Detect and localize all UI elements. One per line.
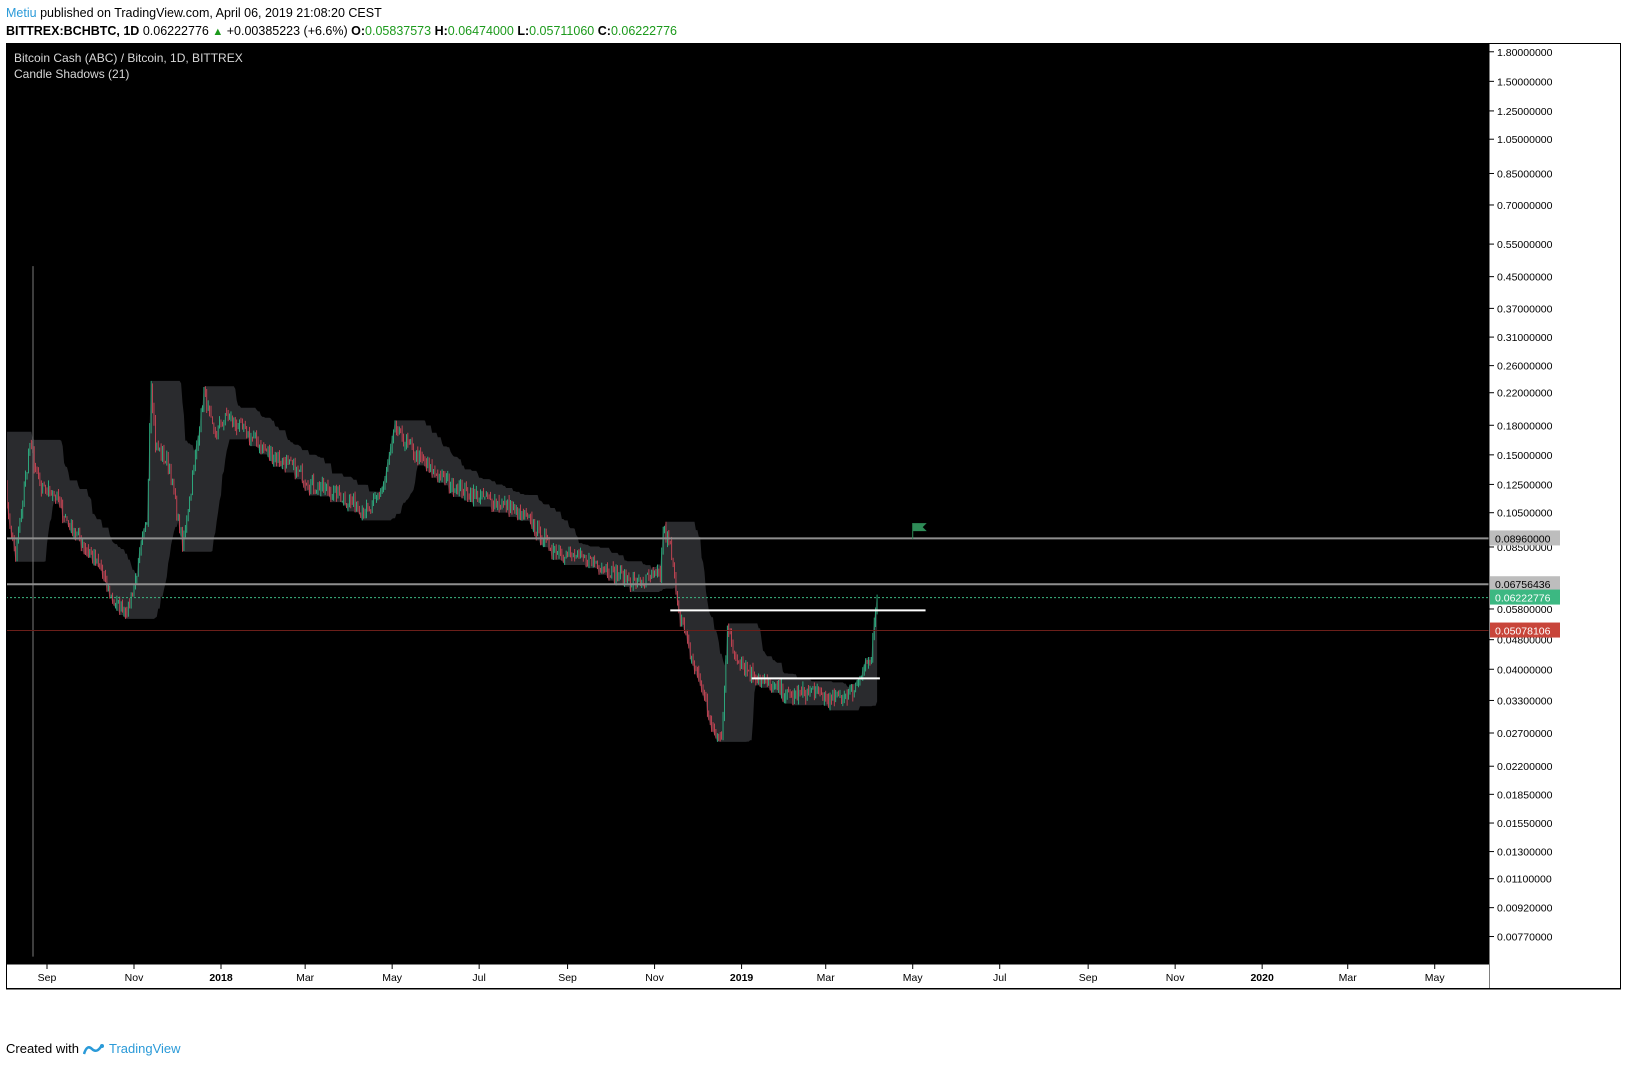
- y-tick-label: 0.02700000: [1497, 728, 1553, 740]
- price-level-label: 0.06756436: [1495, 579, 1551, 591]
- x-tick-label: Sep: [38, 972, 57, 984]
- flag-icon: [912, 523, 927, 532]
- author-link[interactable]: Metiu: [6, 6, 37, 20]
- y-tick-label: 0.03300000: [1497, 695, 1553, 707]
- y-tick-label: 0.10500000: [1497, 508, 1553, 520]
- y-tick-label: 0.04000000: [1497, 664, 1553, 676]
- close-value: 0.06222776: [610, 24, 677, 38]
- high-value: 0.06474000: [447, 24, 514, 38]
- tradingview-link[interactable]: TradingView: [108, 1041, 181, 1056]
- x-tick-label: Nov: [1166, 972, 1185, 984]
- y-tick-label: 0.05800000: [1497, 604, 1553, 616]
- x-tick-label: 2019: [730, 972, 754, 984]
- y-tick-label: 0.12500000: [1497, 479, 1553, 491]
- y-tick-label: 0.00920000: [1497, 903, 1553, 915]
- y-tick-label: 0.45000000: [1497, 272, 1553, 284]
- publish-line: Metiu published on TradingView.com, Apri…: [6, 4, 677, 22]
- y-tick-label: 0.18000000: [1497, 420, 1553, 432]
- y-tick-label: 0.26000000: [1497, 361, 1553, 373]
- price-level-badge: [1490, 589, 1560, 605]
- y-tick-label: 1.25000000: [1497, 106, 1553, 118]
- x-tick-label: Mar: [296, 972, 315, 984]
- published-text: published on TradingView.com, April 06, …: [40, 6, 382, 20]
- close-label: C:: [597, 24, 611, 38]
- up-arrow-icon: ▲: [212, 26, 224, 38]
- y-tick-label: 0.22000000: [1497, 388, 1553, 400]
- symbol-label: BITTREX:BCHBTC, 1D: [6, 24, 140, 38]
- x-tick-label: May: [1425, 972, 1446, 984]
- x-tick-label: Mar: [817, 972, 836, 984]
- footer: Created with TradingView: [6, 1041, 181, 1056]
- y-tick-label: 0.37000000: [1497, 303, 1553, 315]
- y-tick-label: 0.04800000: [1497, 635, 1553, 647]
- y-tick-label: 0.31000000: [1497, 332, 1553, 344]
- last-price: 0.06222776: [142, 24, 209, 38]
- chart-area[interactable]: 1.80000000 1.50000000 1.25000000 1.05000000…: [2, 43, 1621, 1028]
- price-level-badge: [1490, 622, 1560, 638]
- x-tick-label: Jul: [472, 972, 485, 984]
- y-tick-label: 1.80000000: [1497, 47, 1553, 59]
- x-tick-label: May: [382, 972, 403, 984]
- price-level-badge: [1490, 576, 1560, 592]
- low-label: L:: [517, 24, 530, 38]
- y-tick-label: 0.00770000: [1497, 932, 1553, 944]
- symbol-line: BITTREX:BCHBTC, 1D 0.06222776 ▲ +0.00385…: [6, 22, 677, 41]
- price-level-label: 0.06222776: [1495, 593, 1551, 605]
- y-tick-label: 1.50000000: [1497, 76, 1553, 88]
- y-tick-label: 0.01850000: [1497, 789, 1553, 801]
- price-level-label: 0.08960000: [1495, 533, 1551, 545]
- price-change: +0.00385223 (+6.6%): [226, 24, 348, 38]
- y-tick-label: 0.55000000: [1497, 239, 1553, 251]
- y-tick-label: 1.05000000: [1497, 134, 1553, 146]
- chart-header: Metiu published on TradingView.com, Apri…: [6, 4, 677, 41]
- price-level-label: 0.05078106: [1495, 626, 1551, 638]
- legend-title: Bitcoin Cash (ABC) / Bitcoin, 1D, BITTRE…: [14, 51, 243, 65]
- candle-shadows-band: [2, 380, 878, 742]
- x-tick-label: Mar: [1339, 972, 1358, 984]
- x-tick-label: Jul: [993, 972, 1006, 984]
- tradingview-logo-icon: [82, 1043, 104, 1054]
- y-tick-label: 0.15000000: [1497, 450, 1553, 462]
- open-label: O:: [351, 24, 366, 38]
- x-tick-label: Sep: [558, 972, 577, 984]
- created-with-text: Created with: [6, 1041, 79, 1056]
- x-tick-label: Nov: [125, 972, 144, 984]
- low-value: 0.05711060: [529, 24, 595, 38]
- y-tick-label: 0.85000000: [1497, 168, 1553, 180]
- x-tick-label: Sep: [1079, 972, 1098, 984]
- y-tick-label: 0.01300000: [1497, 847, 1553, 859]
- y-tick-label: 0.70000000: [1497, 200, 1553, 212]
- y-tick-label: 0.01100000: [1497, 874, 1552, 886]
- legend-indicator: Candle Shadows (21): [14, 67, 129, 81]
- open-value: 0.05837573: [365, 24, 432, 38]
- x-tick-label: Nov: [645, 972, 664, 984]
- price-level-badge: [1490, 530, 1560, 546]
- high-label: H:: [434, 24, 448, 38]
- y-tick-label: 0.01550000: [1497, 818, 1553, 830]
- y-tick-label: 0.02200000: [1497, 761, 1553, 773]
- x-tick-label: 2018: [209, 972, 233, 984]
- x-tick-label: May: [903, 972, 924, 984]
- x-tick-label: 2020: [1250, 972, 1274, 984]
- chart-svg[interactable]: 1.80000000 1.50000000 1.25000000 1.05000000…: [2, 43, 1621, 1028]
